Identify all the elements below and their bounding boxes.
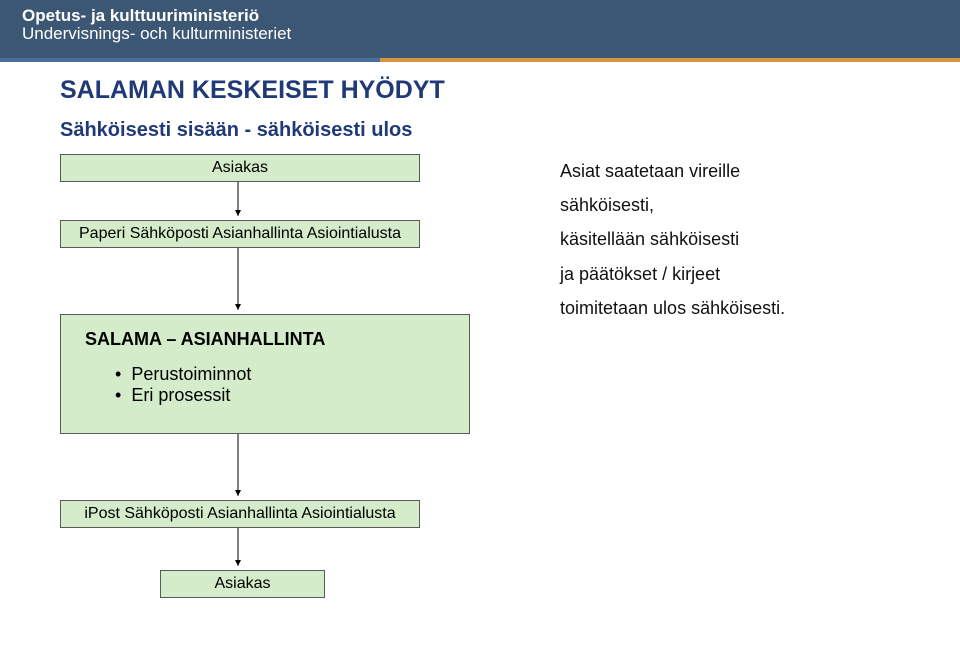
salama-bullet-1: Perustoiminnot <box>115 364 445 385</box>
ministry-name-sv: Undervisnings- och kulturministeriet <box>22 24 938 44</box>
desc-line-3: käsitellään sähköisesti <box>560 222 900 256</box>
slide-header: Opetus- ja kulttuuriministeriö Undervisn… <box>0 0 960 58</box>
flow-diagram: Asiakas Paperi Sähköposti Asianhallinta … <box>60 154 930 594</box>
ministry-name-fi: Opetus- ja kulttuuriministeriö <box>22 6 938 26</box>
box-channels-top: Paperi Sähköposti Asianhallinta Asiointi… <box>60 220 420 248</box>
salama-title: SALAMA – ASIANHALLINTA <box>85 329 445 350</box>
salama-bullets: Perustoiminnot Eri prosessit <box>115 364 445 406</box>
box-channels-bottom: iPost Sähköposti Asianhallinta Asiointia… <box>60 500 420 528</box>
box-salama: SALAMA – ASIANHALLINTA Perustoiminnot Er… <box>60 314 470 434</box>
desc-line-5: toimitetaan ulos sähköisesti. <box>560 291 900 325</box>
desc-line-4: ja päätökset / kirjeet <box>560 257 900 291</box>
salama-bullet-2: Eri prosessit <box>115 385 445 406</box>
box-channels-bottom-label: iPost Sähköposti Asianhallinta Asiointia… <box>84 505 395 523</box>
desc-line-2: sähköisesti, <box>560 188 900 222</box>
box-asiakas-bottom-label: Asiakas <box>214 575 270 593</box>
box-channels-top-label: Paperi Sähköposti Asianhallinta Asiointi… <box>79 225 401 243</box>
slide-title: SALAMAN KESKEISET HYÖDYT <box>60 76 930 105</box>
slide-subtitle: Sähköisesti sisään - sähköisesti ulos <box>60 119 930 142</box>
description-text: Asiat saatetaan vireille sähköisesti, kä… <box>560 154 900 325</box>
box-asiakas-bottom: Asiakas <box>160 570 325 598</box>
slide-body: SALAMAN KESKEISET HYÖDYT Sähköisesti sis… <box>0 58 960 629</box>
desc-line-1: Asiat saatetaan vireille <box>560 154 900 188</box>
